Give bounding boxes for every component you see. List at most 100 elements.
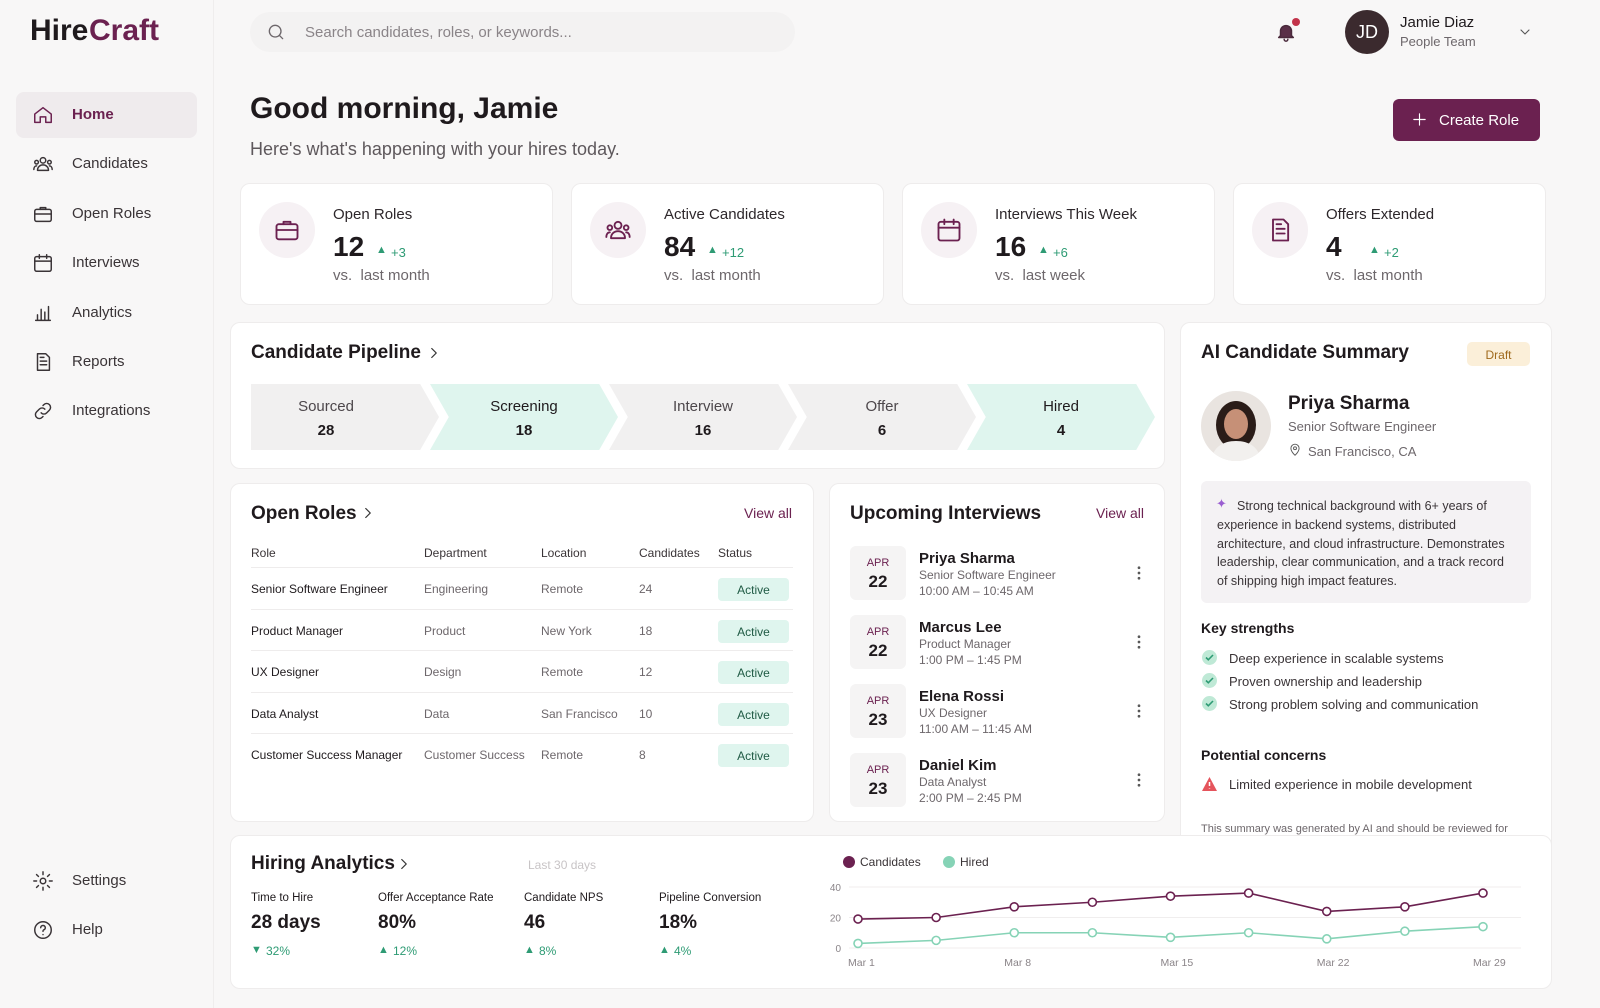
row-divider [251,567,793,568]
pipeline-stage[interactable]: Offer 6 [788,384,976,450]
nav-label: Open Roles [72,204,152,222]
metric-label: Pipeline Conversion [659,892,762,904]
date-box: APR 22 [850,546,906,600]
status-text: Active [737,749,770,764]
range-select[interactable]: Last 30 days [528,858,597,872]
stat-note: vs. last month [1326,267,1423,284]
nav-item[interactable]: Analytics [16,290,197,336]
candidate-photo [1201,391,1271,461]
interviews-card: Upcoming Interviews View all APR 22 Priya Sh… [829,483,1165,822]
column-header: Status [718,546,753,560]
legend-label: Candidates [860,855,921,869]
plus-icon [1411,111,1428,128]
stage-count: 6 [877,422,887,439]
nav-label: Home [72,106,114,123]
badge-text: Draft [1485,348,1512,362]
more-menu[interactable] [1130,702,1148,720]
delta-triangle: ▲ [1038,244,1049,256]
nav-item[interactable]: Candidates [16,141,197,187]
pipeline-card: Candidate Pipeline Sourced 28 Screening 18 In… [230,322,1165,469]
date-day: 23 [868,710,888,729]
pipeline-stage[interactable]: Interview 16 [609,384,797,450]
interview-time: 10:00 AM – 10:45 AM [919,584,1034,598]
nav-item[interactable]: Home [16,92,197,138]
location-icon [1288,443,1302,457]
metric-value: 18% [659,912,698,933]
more-menu[interactable] [1130,771,1148,789]
user-avatar[interactable]: JD [1345,10,1389,54]
status-badge: Active [718,578,789,601]
nav-item[interactable]: Reports [16,339,197,385]
pipeline-stage[interactable]: Sourced 28 [251,384,439,450]
stat-icon [1266,216,1294,244]
nav-item[interactable]: Settings [16,858,197,904]
candidate-location: San Francisco, CA [1308,444,1417,459]
notification-bell[interactable] [1275,20,1297,44]
stat-label: Offers Extended [1326,206,1435,223]
view-all-link[interactable]: View all [744,505,792,521]
more-menu[interactable] [1130,564,1148,582]
interviewee-name: Elena Rossi [919,688,1005,705]
status-badge: Active [718,702,789,726]
table-cell: 10 [639,706,653,721]
brand-part: Hire [30,14,89,47]
date-day: 23 [868,779,888,798]
table-cell: Design [424,665,462,680]
status-text: Active [737,583,770,597]
nav-item[interactable]: Integrations [16,388,197,434]
user-menu-chevron[interactable] [1517,24,1533,40]
stat-icon-bg [921,202,977,258]
interviewee-role: Data Analyst [919,775,987,789]
data-point [1243,888,1254,898]
stage-name: Sourced [298,398,354,415]
interviewee-name: Marcus Lee [919,619,1002,636]
metric-delta: 12% [393,944,418,958]
stat-note: vs. last month [664,267,761,284]
stage-name: Interview [672,398,734,415]
pipeline-stage[interactable]: Hired 4 [967,384,1155,450]
nav-item[interactable]: Help [16,907,197,953]
row-divider [251,650,793,652]
metric-delta: 8% [539,944,557,958]
stat-value: 84 [664,231,696,262]
interviewee-role: Senior Software Engineer [919,568,1056,582]
nav-icon [32,104,54,126]
nav-label: Analytics [72,303,133,321]
delta-text: +2 [1384,245,1399,260]
search-box[interactable]: Search candidates, roles, or keywords... [250,12,795,52]
search-icon [266,22,286,42]
sparkle: ✦ [1216,496,1227,511]
y-tick-label: 20 [830,914,842,925]
stat-value: 12 [333,231,365,262]
metric-label: Time to Hire [251,892,314,904]
stat-label: Open Roles [333,206,413,223]
metric-delta: 4% [674,944,692,958]
notification-dot [1292,18,1300,26]
data-point [1321,934,1332,944]
pipeline-stage[interactable]: Screening 18 [430,384,618,450]
nav-icon [32,302,54,324]
delta-triangle: ▲ [376,244,387,256]
strength-text: Strong problem solving and communication [1229,697,1479,712]
warning-icon [1201,776,1218,792]
more-menu[interactable] [1130,633,1148,651]
x-tick-label: Mar 8 [1004,957,1031,969]
delta-text: +3 [391,245,406,260]
table-cell: UX Designer [251,665,320,680]
table-cell: Remote [541,582,584,596]
nav-icon [32,919,54,941]
nav-item[interactable]: Interviews [16,240,197,286]
view-all-link[interactable]: View all [1096,505,1144,521]
concern-text: Limited experience in mobile development [1229,777,1472,792]
data-point [1400,926,1410,937]
title-chevron [395,855,413,873]
button-label: Create Role [1439,112,1520,129]
create-role-button[interactable]: Create Role [1393,99,1540,141]
nav-item[interactable]: Open Roles [16,191,197,237]
table-cell: Data [424,706,450,721]
delta-triangle: ▲ [707,244,718,256]
data-point [1400,902,1410,912]
table-cell: 24 [639,582,653,596]
metric-trend: ▼ [251,944,262,956]
status-text: Active [737,624,770,639]
